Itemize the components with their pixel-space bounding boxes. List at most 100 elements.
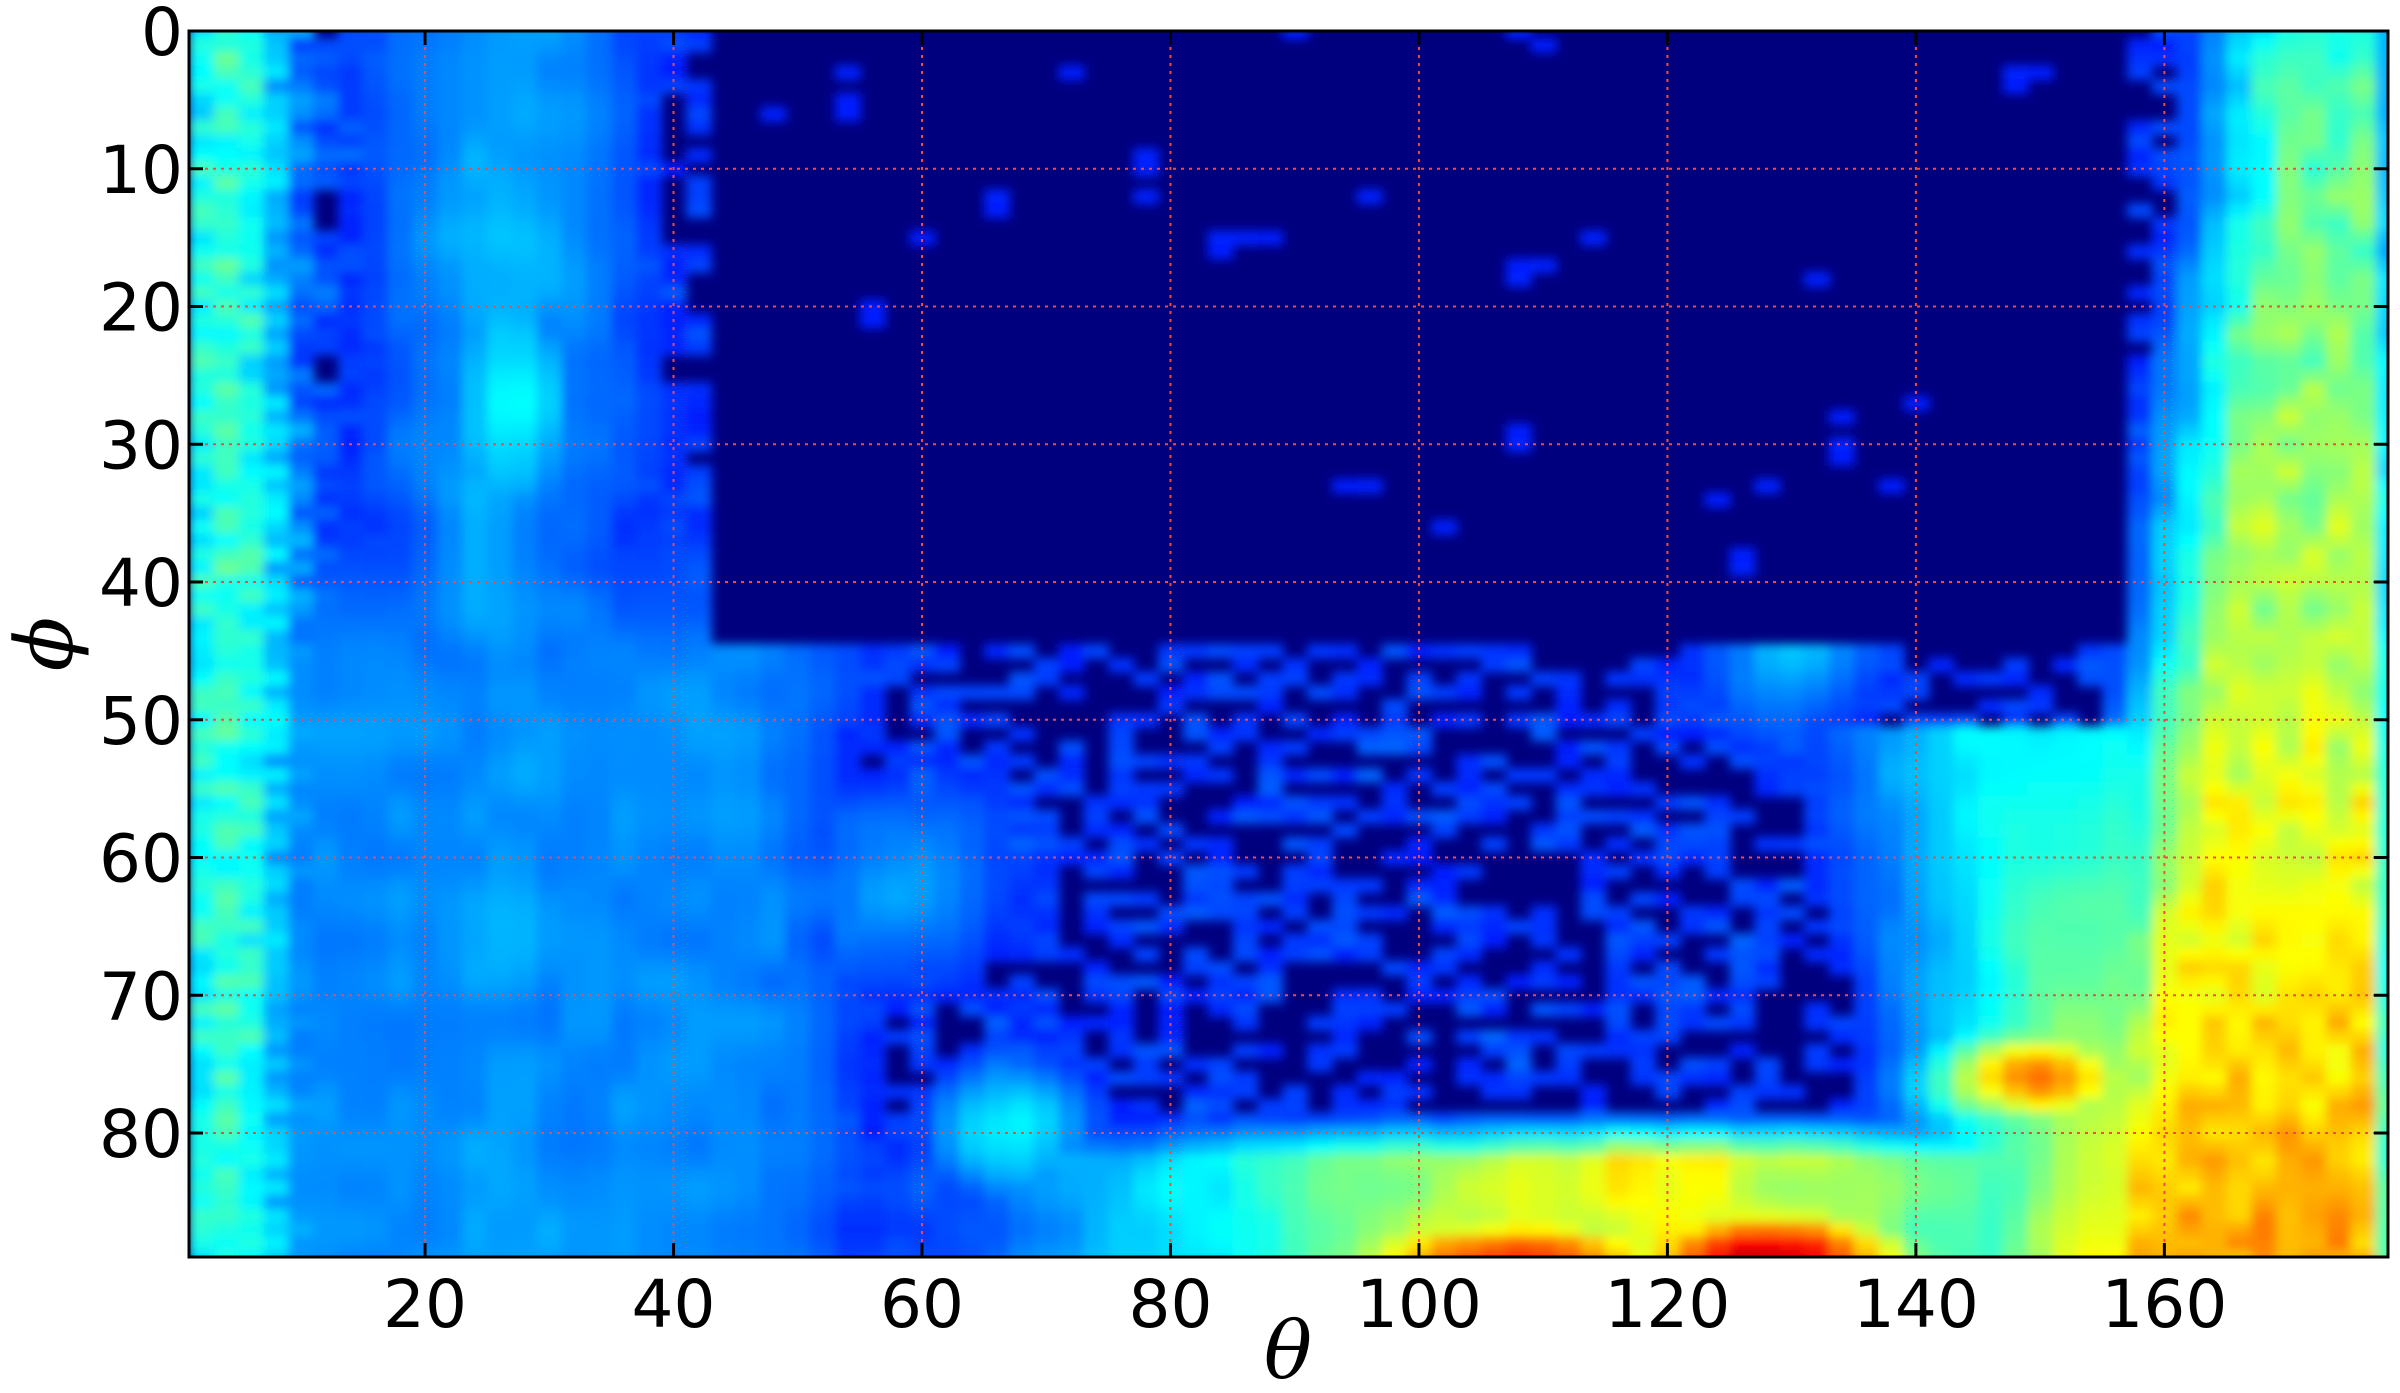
heatmap-cell <box>1307 864 1333 880</box>
heatmap-cell <box>859 712 886 728</box>
heatmap-cell <box>1481 1043 1507 1059</box>
heatmap-cell <box>263 340 290 356</box>
heatmap-cell <box>1903 726 1930 742</box>
heatmap-cell <box>263 368 290 384</box>
heatmap-cell <box>1505 657 1532 673</box>
heatmap-cell <box>1828 1236 1855 1252</box>
heatmap-cell <box>288 533 315 549</box>
heatmap-cell <box>2201 506 2228 521</box>
heatmap-cell <box>685 31 712 39</box>
heatmap-cell <box>1679 644 1706 659</box>
heatmap-cell <box>313 905 339 921</box>
heatmap-cell <box>263 51 290 67</box>
heatmap-cell <box>2176 423 2203 439</box>
heatmap-cell <box>213 285 240 301</box>
heatmap-cell <box>1158 1222 1184 1238</box>
heatmap-cell <box>909 1195 936 1210</box>
heatmap-cell <box>586 1181 613 1196</box>
heatmap-cell <box>2375 340 2388 356</box>
heatmap-cell <box>213 1181 240 1196</box>
heatmap-cell <box>611 947 638 962</box>
heatmap-cell <box>2350 1195 2377 1210</box>
heatmap-cell <box>2226 506 2253 521</box>
heatmap-cell <box>412 1043 439 1059</box>
heatmap-cell <box>1009 1139 1035 1155</box>
heatmap-cell <box>1754 1112 1781 1128</box>
heatmap-cell <box>1828 905 1855 921</box>
heatmap-cell <box>1332 1195 1358 1210</box>
heatmap-cell <box>1505 1208 1532 1224</box>
heatmap-cell <box>2176 533 2203 549</box>
heatmap-cell <box>2176 203 2203 218</box>
heatmap-cell <box>338 657 364 673</box>
heatmap-cell <box>1033 1250 1060 1257</box>
heatmap-cell <box>338 947 364 962</box>
heatmap-cell <box>685 644 712 659</box>
heatmap-cell <box>1456 809 1482 825</box>
heatmap-cell <box>2226 354 2253 370</box>
heatmap-cell <box>512 561 538 577</box>
heatmap-cell <box>685 1167 712 1183</box>
heatmap-cell <box>412 795 439 811</box>
heatmap-cell <box>2127 533 2153 549</box>
heatmap-cell <box>1232 1181 1259 1196</box>
heatmap-cell <box>288 1236 315 1252</box>
heatmap-cell <box>611 919 638 935</box>
heatmap-cell <box>1530 823 1557 838</box>
heatmap-cell <box>1878 823 1905 838</box>
heatmap-cell <box>2102 1015 2129 1031</box>
heatmap-cell <box>387 1071 414 1086</box>
heatmap-cell <box>785 878 812 893</box>
heatmap-cell <box>462 712 489 728</box>
heatmap-cell <box>338 478 364 494</box>
heatmap-cell <box>1828 1112 1855 1128</box>
heatmap-cell <box>313 974 339 990</box>
heatmap-cell <box>238 423 265 439</box>
heatmap-cell <box>810 878 836 893</box>
heatmap-cell <box>1456 933 1482 949</box>
heatmap-cell <box>387 506 414 521</box>
heatmap-cell <box>1481 1181 1507 1196</box>
heatmap-cell <box>437 878 464 893</box>
heatmap-cell <box>2201 1167 2228 1183</box>
heatmap-cell <box>1009 1236 1035 1252</box>
heatmap-cell <box>1456 781 1482 797</box>
heatmap-cell <box>387 120 414 136</box>
heatmap-cell <box>2325 892 2352 907</box>
heatmap-cell <box>189 905 215 921</box>
heatmap-cell <box>636 974 663 990</box>
heatmap-cell <box>586 1250 613 1257</box>
heatmap-cell <box>1207 905 1234 921</box>
heatmap-cell <box>189 93 215 108</box>
heatmap-cell <box>1456 1208 1482 1224</box>
heatmap-cell <box>1481 1236 1507 1252</box>
heatmap-cell <box>2375 1084 2388 1100</box>
heatmap-cell <box>636 327 663 342</box>
heatmap-cell <box>512 768 538 783</box>
heatmap-cell <box>1878 1029 1905 1045</box>
heatmap-cell <box>462 533 489 549</box>
heatmap-cell <box>2127 451 2153 466</box>
heatmap-cell <box>984 1222 1010 1238</box>
heatmap-cell <box>1655 740 1681 756</box>
heatmap-cell <box>313 616 339 632</box>
heatmap-cell <box>1704 1250 1731 1257</box>
heatmap-cell <box>611 864 638 880</box>
heatmap-cell <box>909 740 936 756</box>
heatmap-cell <box>685 79 712 94</box>
heatmap-cell <box>1033 823 1060 838</box>
heatmap-cell <box>2102 836 2129 852</box>
heatmap-cell <box>238 726 265 742</box>
heatmap-cell <box>1406 1195 1433 1210</box>
heatmap-cell <box>2226 1195 2253 1210</box>
heatmap-cell <box>710 960 737 976</box>
heatmap-cell <box>2176 864 2203 880</box>
heatmap-cell <box>1009 685 1035 701</box>
heatmap-cell <box>636 933 663 949</box>
heatmap-cell <box>512 1015 538 1031</box>
heatmap-cell <box>338 781 364 797</box>
heatmap-cell <box>362 368 389 384</box>
heatmap-cell <box>810 1002 836 1017</box>
heatmap-cell <box>2151 382 2178 398</box>
heatmap-cell <box>1505 644 1532 659</box>
